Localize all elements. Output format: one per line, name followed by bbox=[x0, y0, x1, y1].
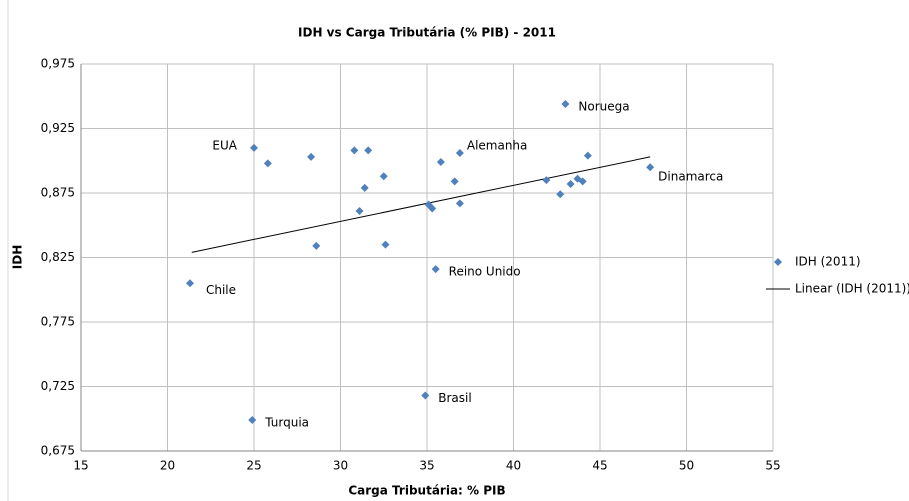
point bbox=[381, 240, 390, 249]
point bbox=[421, 391, 430, 400]
point-label: Brasil bbox=[438, 391, 471, 405]
y-tick-label: 0,925 bbox=[41, 121, 75, 135]
point bbox=[250, 143, 258, 152]
point-label: EUA bbox=[212, 138, 237, 152]
point-label: Reino Unido bbox=[449, 265, 521, 279]
x-tick-label: 35 bbox=[419, 459, 434, 473]
x-tick-label: 25 bbox=[246, 459, 261, 473]
point bbox=[263, 159, 272, 168]
point-label: Alemanha bbox=[467, 139, 528, 153]
x-tick-label: 45 bbox=[592, 459, 607, 473]
y-tick-label: 0,775 bbox=[41, 315, 75, 329]
point-label: Turquia bbox=[264, 416, 309, 430]
point bbox=[431, 265, 440, 274]
x-tick-label: 30 bbox=[333, 459, 348, 473]
y-tick-label: 0,975 bbox=[41, 57, 75, 71]
point bbox=[307, 152, 316, 161]
y-axis-label: IDH bbox=[11, 245, 25, 269]
point bbox=[312, 241, 321, 250]
y-tick-label: 0,875 bbox=[41, 186, 75, 200]
point bbox=[185, 279, 194, 288]
point bbox=[350, 146, 359, 155]
point bbox=[566, 179, 575, 188]
point bbox=[360, 183, 369, 192]
point bbox=[364, 146, 373, 155]
y-tick-label: 0,825 bbox=[41, 250, 75, 264]
y-tick-label: 0,675 bbox=[41, 444, 75, 458]
point bbox=[561, 99, 570, 108]
point bbox=[542, 176, 551, 185]
point bbox=[450, 177, 459, 186]
point bbox=[455, 199, 464, 208]
x-tick-label: 20 bbox=[160, 459, 175, 473]
x-tick-label: 15 bbox=[73, 459, 88, 473]
y-tick-label: 0,725 bbox=[41, 379, 75, 393]
point bbox=[428, 204, 437, 213]
point bbox=[379, 172, 388, 181]
point bbox=[455, 149, 464, 158]
chart-title: IDH vs Carga Tributária (% PIB) - 2011 bbox=[298, 26, 556, 40]
point-label: Chile bbox=[206, 283, 236, 297]
point bbox=[556, 190, 565, 199]
point bbox=[248, 416, 257, 425]
x-tick-label: 55 bbox=[765, 459, 780, 473]
legend-marker bbox=[774, 258, 782, 266]
point bbox=[355, 207, 364, 216]
x-axis-label: Carga Tributária: % PIB bbox=[348, 484, 505, 498]
legend-label: IDH (2011) bbox=[795, 255, 861, 269]
point bbox=[646, 163, 655, 172]
point bbox=[578, 177, 587, 186]
point bbox=[436, 158, 445, 167]
legend-label: Linear (IDH (2011)) bbox=[795, 282, 909, 296]
point-label: Dinamarca bbox=[658, 170, 723, 184]
point bbox=[583, 151, 592, 160]
x-tick-label: 50 bbox=[679, 459, 694, 473]
point-label: Noruega bbox=[578, 99, 629, 113]
trendline bbox=[191, 156, 651, 253]
x-tick-label: 40 bbox=[506, 459, 521, 473]
